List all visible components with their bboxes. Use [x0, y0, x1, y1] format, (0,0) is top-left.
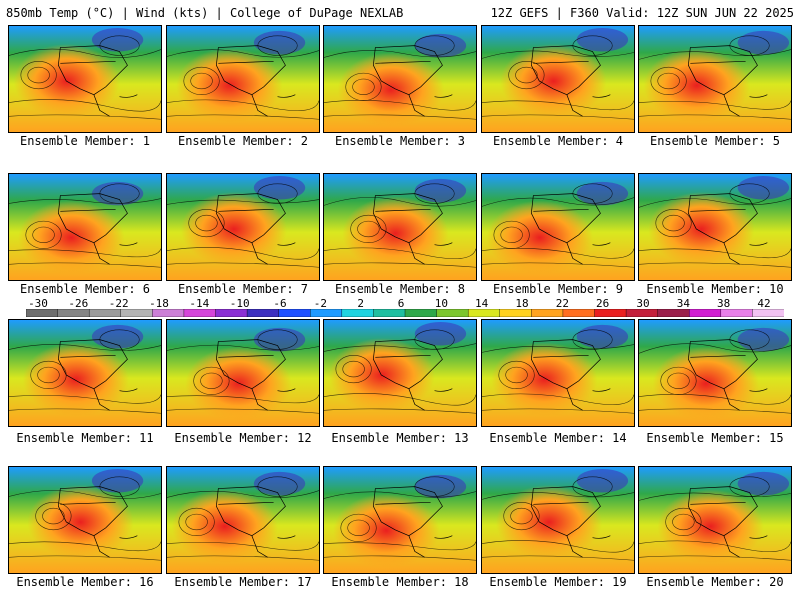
ensemble-map-panel: [481, 466, 635, 574]
ensemble-map-panel: [166, 25, 320, 133]
colorbar-tick: 42: [757, 297, 771, 310]
colorbar-tick: 10: [434, 297, 448, 310]
ensemble-member-label: Ensemble Member: 8: [334, 282, 466, 296]
ensemble-map-panel: [638, 25, 792, 133]
ensemble-member-label: Ensemble Member: 5: [649, 134, 781, 148]
colorbar-segment: [499, 309, 533, 317]
colorbar-segment: [310, 309, 343, 317]
colorbar-tick: 22: [555, 297, 569, 310]
chart-title: 850mb Temp (°C) | Wind (kts) | College o…: [6, 6, 404, 20]
colorbar-tick: -14: [189, 297, 210, 310]
colorbar-tick: 14: [475, 297, 489, 310]
ensemble-map-panel: [638, 173, 792, 281]
colorbar-segment: [341, 309, 375, 317]
ensemble-map-panel: [481, 25, 635, 133]
colorbar-segment: [26, 309, 59, 317]
ensemble-member-label: Ensemble Member: 20: [646, 575, 784, 589]
ensemble-member-label: Ensemble Member: 15: [646, 431, 784, 445]
ensemble-member-label: Ensemble Member: 12: [174, 431, 312, 445]
ensemble-map-panel: [166, 173, 320, 281]
colorbar-tick: 26: [596, 297, 610, 310]
ensemble-map-panel: [323, 319, 477, 427]
ensemble-member-label: Ensemble Member: 4: [492, 134, 624, 148]
colorbar-tick: 34: [676, 297, 690, 310]
ensemble-map-panel: [8, 25, 162, 133]
colorbar-segment: [562, 309, 596, 317]
colorbar-segment: [436, 309, 469, 317]
colorbar-segment: [720, 309, 754, 317]
colorbar-segment: [88, 309, 122, 317]
colorbar-segment: [215, 309, 248, 317]
colorbar-tick: -26: [68, 297, 89, 310]
colorbar-segment: [752, 309, 784, 317]
colorbar-tick: -10: [229, 297, 250, 310]
run-valid-time: 12Z GEFS | F360 Valid: 12Z SUN JUN 22 20…: [490, 6, 794, 20]
colorbar-segment: [57, 309, 90, 317]
colorbar-tick: 2: [357, 297, 364, 310]
colorbar-segment: [625, 309, 659, 317]
colorbar-segment: [246, 309, 280, 317]
ensemble-map-panel: [481, 319, 635, 427]
ensemble-map-panel: [638, 319, 792, 427]
colorbar-segment: [531, 309, 564, 317]
ensemble-member-label: Ensemble Member: 11: [16, 431, 154, 445]
ensemble-map-panel: [166, 319, 320, 427]
ensemble-map-panel: [8, 173, 162, 281]
colorbar-segment: [120, 309, 154, 317]
ensemble-map-panel: [323, 466, 477, 574]
colorbar-segment: [278, 309, 311, 317]
ensemble-member-label: Ensemble Member: 19: [489, 575, 627, 589]
colorbar-tick: -6: [273, 297, 287, 310]
colorbar-tick: 30: [636, 297, 650, 310]
ensemble-member-label: Ensemble Member: 6: [19, 282, 151, 296]
colorbar-tick: 38: [717, 297, 731, 310]
ensemble-map-panel: [481, 173, 635, 281]
ensemble-map-panel: [638, 466, 792, 574]
colorbar-segment: [373, 309, 406, 317]
colorbar-tick: -30: [28, 297, 48, 310]
colorbar-segment: [404, 309, 438, 317]
ensemble-member-label: Ensemble Member: 13: [331, 431, 469, 445]
ensemble-member-label: Ensemble Member: 14: [489, 431, 627, 445]
ensemble-member-label: Ensemble Member: 1: [19, 134, 151, 148]
ensemble-map-panel: [8, 319, 162, 427]
ensemble-member-label: Ensemble Member: 18: [331, 575, 469, 589]
ensemble-member-label: Ensemble Member: 2: [177, 134, 309, 148]
ensemble-map-panel: [323, 25, 477, 133]
ensemble-map-panel: [166, 466, 320, 574]
temperature-colorbar: [26, 309, 784, 317]
ensemble-member-label: Ensemble Member: 10: [646, 282, 784, 296]
ensemble-member-label: Ensemble Member: 17: [174, 575, 312, 589]
ensemble-member-label: Ensemble Member: 16: [16, 575, 154, 589]
colorbar-segment: [689, 309, 722, 317]
ensemble-member-label: Ensemble Member: 7: [177, 282, 309, 296]
colorbar-segment: [183, 309, 217, 317]
colorbar-tick: 6: [397, 297, 405, 310]
colorbar-segment: [152, 309, 185, 317]
ensemble-map-panel: [323, 173, 477, 281]
ensemble-member-label: Ensemble Member: 3: [334, 134, 466, 148]
colorbar-tick: -22: [108, 297, 129, 310]
colorbar-tick: -2: [313, 297, 327, 310]
colorbar-segment: [594, 309, 627, 317]
colorbar-segment: [657, 309, 690, 317]
ensemble-member-label: Ensemble Member: 9: [492, 282, 624, 296]
colorbar-tick: -18: [149, 297, 169, 310]
ensemble-map-panel: [8, 466, 162, 574]
colorbar-tick: 18: [515, 297, 529, 310]
colorbar-segment: [467, 309, 501, 317]
